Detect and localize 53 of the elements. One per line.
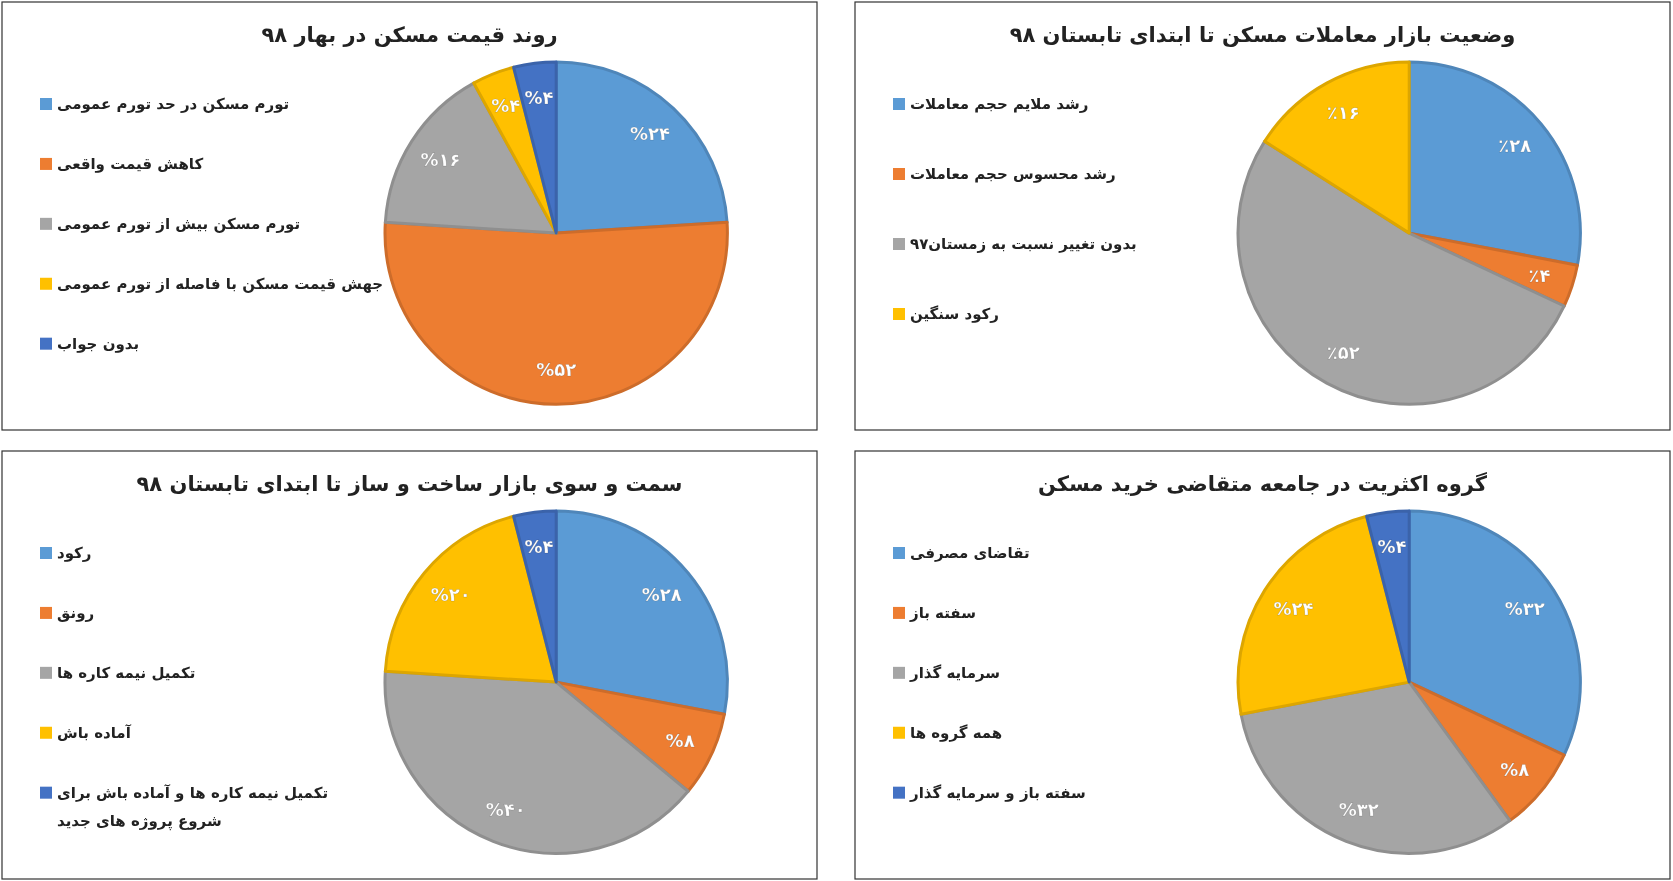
pie-slice: [1407, 60, 1582, 267]
legend-label: بدون جواب: [57, 334, 140, 353]
legend-label: رکود: [57, 544, 92, 562]
legend-label: رکود سنگین: [910, 305, 999, 323]
legend-label: تورم مسکن در حد تورم عمومی: [57, 95, 290, 113]
legend-label: تکمیل نیمه کاره ها: [57, 663, 196, 682]
data-label: %۲۰: [430, 584, 471, 606]
data-label: %۴۰: [485, 798, 526, 820]
data-label: %۴: [524, 86, 554, 108]
legend-label: رشد ملایم حجم معاملات: [910, 95, 1089, 113]
legend-label: رونق: [57, 603, 95, 622]
data-label: %۲۴: [629, 122, 670, 144]
data-label: ٪۲۸: [1498, 135, 1532, 157]
pie-slice: [383, 81, 558, 235]
chart-title: وضعیت بازار معاملات مسکن تا ابتدای تابستان ۹۸: [1009, 23, 1516, 47]
text: سمت و سوی بازار ساخت و ساز تا ابتدای تابستان ۹۸: [136, 472, 683, 496]
data-label: %۲۴: [1273, 598, 1314, 620]
data-label: %۴: [524, 535, 554, 557]
data-label: %۸: [665, 729, 695, 751]
legend-label: بدون تغییر نسبت به زمستان۹۷: [910, 235, 1137, 253]
data-label: ٪۴: [1528, 264, 1551, 286]
data-label: %۳۲: [1338, 798, 1379, 820]
text: روند قیمت مسکن در بهار ۹۸: [261, 23, 558, 47]
data-label: ٪۱۶: [1326, 102, 1360, 124]
pie-slice: [383, 220, 729, 406]
legend-label: آماده باش: [57, 723, 132, 742]
pie-slice: [1236, 514, 1411, 716]
pie-slice: [383, 514, 558, 684]
data-label: %۱۶: [420, 149, 461, 171]
pie-slice: [1236, 139, 1566, 406]
legend-label: جهش قیمت مسکن با فاصله از تورم عمومی: [57, 274, 384, 293]
legend-label: تورم مسکن بیش از تورم عمومی: [57, 214, 301, 233]
data-label: %۸: [1500, 758, 1530, 780]
pie-slice: [1365, 509, 1411, 684]
pie-slice: [1263, 60, 1411, 235]
chart-title: گروه اکثریت در جامعه متقاضی خرید مسکن: [1037, 471, 1488, 496]
legend-label: سرمایه گذار: [909, 663, 1001, 682]
data-label: %۳۲: [1504, 598, 1545, 620]
legend-label: رشد محسوس حجم معاملات: [910, 165, 1116, 183]
legend-label: تقاضای مصرفی: [910, 544, 1030, 562]
data-label: ٪۵۲: [1326, 342, 1360, 364]
pie-slice: [512, 509, 558, 684]
legend-label: تکمیل نیمه کاره ها و آماده باش برای شروع پروژه های جدید: [57, 783, 329, 831]
legend-label: سفته باز: [909, 603, 976, 622]
legend-label: همه گروه ها: [910, 723, 1003, 742]
data-label: %۲۸: [641, 584, 682, 606]
legend-label: کاهش قیمت واقعی: [57, 154, 204, 173]
pie-slice: [554, 509, 729, 716]
data-label: %۴: [1377, 535, 1407, 557]
legend-label: سفته باز و سرمایه گذار: [909, 783, 1086, 802]
data-label: %۵۲: [536, 359, 577, 381]
data-label: %۴: [491, 95, 521, 117]
pie-slice: [1407, 509, 1582, 757]
